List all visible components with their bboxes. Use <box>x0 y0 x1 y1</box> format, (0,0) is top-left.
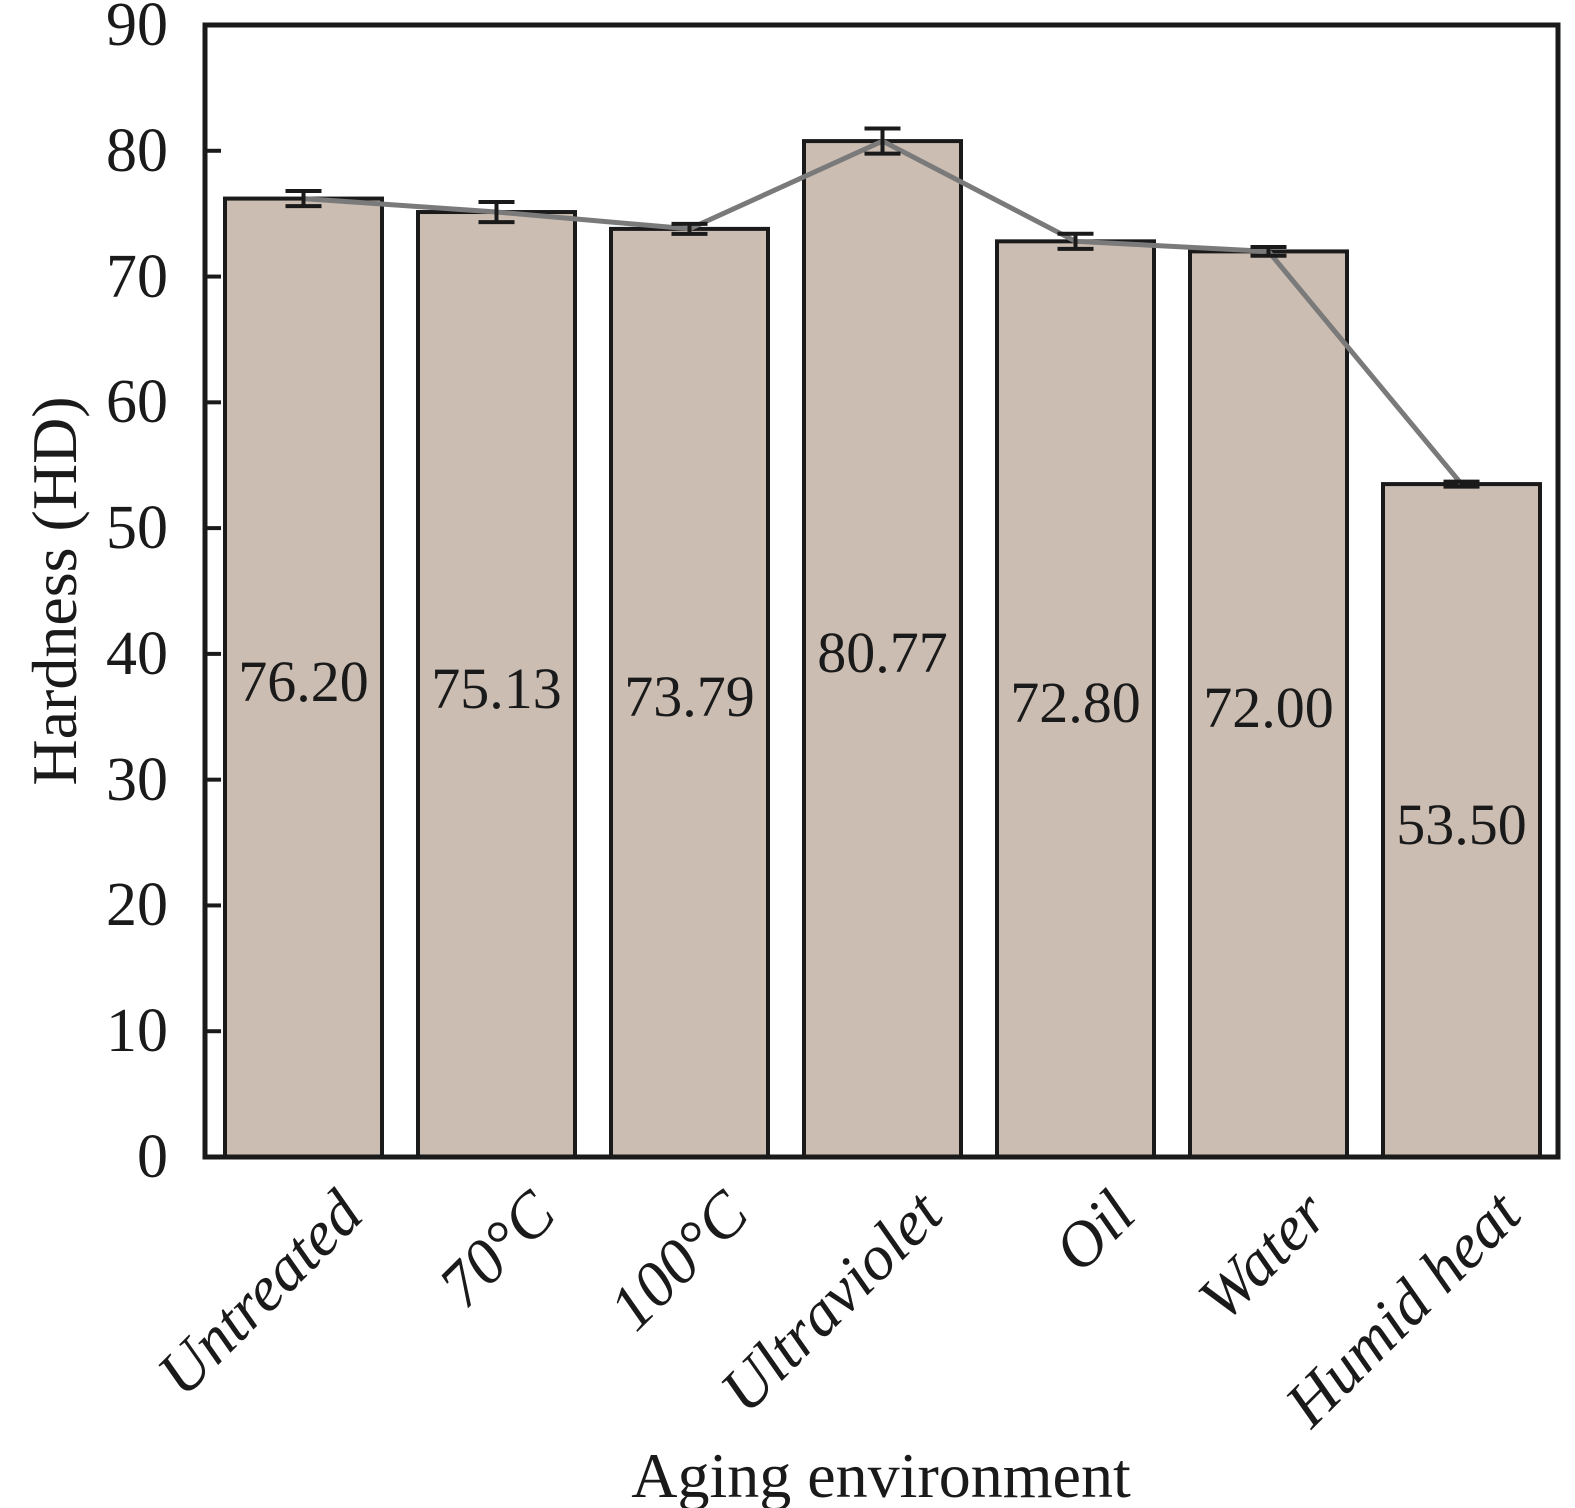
bar <box>995 239 1156 1160</box>
y-tick-label: 80 <box>106 116 168 185</box>
y-tick-label: 50 <box>106 494 168 563</box>
error-bars-group <box>285 126 1480 489</box>
bar <box>1381 482 1542 1160</box>
bar-value-label: 53.50 <box>1396 791 1527 857</box>
x-axis-title: Aging environment <box>631 1440 1131 1508</box>
bar-value-label: 76.20 <box>238 648 369 714</box>
y-tick-label: 90 <box>106 0 168 59</box>
y-tick-label: 70 <box>106 242 168 311</box>
y-tick-label: 30 <box>106 745 168 814</box>
bar <box>802 139 963 1159</box>
bar <box>416 210 577 1159</box>
y-axis-title: Hardness (HD) <box>19 396 90 786</box>
y-tick-label: 60 <box>106 368 168 437</box>
y-tick-label: 10 <box>106 997 168 1066</box>
bar-value-label: 73.79 <box>624 663 755 729</box>
bar-value-label: 75.13 <box>431 655 562 721</box>
bar-value-label: 72.00 <box>1203 675 1334 741</box>
bar-value-label: 80.77 <box>817 620 948 686</box>
bar <box>1188 249 1349 1159</box>
y-tick-label: 40 <box>106 619 168 688</box>
y-tick-label: 20 <box>106 871 168 940</box>
plot-border <box>202 22 1561 1160</box>
y-tick-label: 0 <box>137 1123 168 1191</box>
bar-value-label: 72.80 <box>1010 670 1141 736</box>
